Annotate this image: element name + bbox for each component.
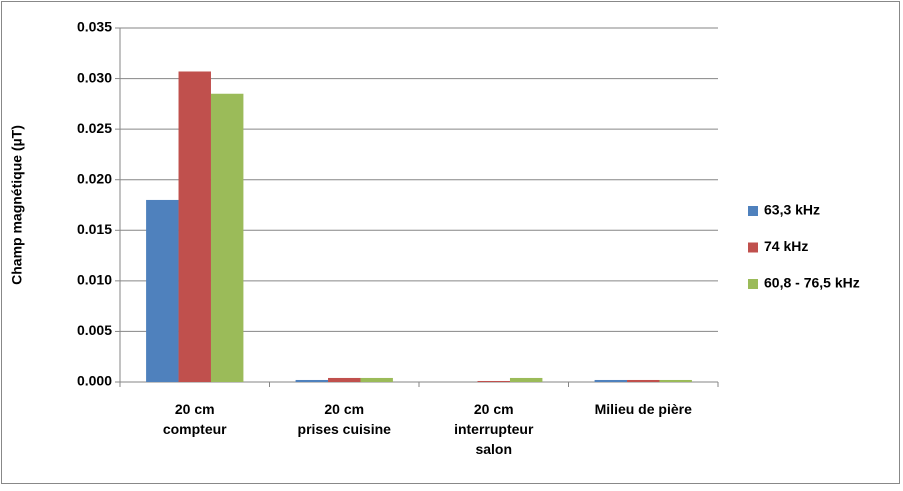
bar bbox=[659, 379, 692, 382]
y-tick-label: 0.000 bbox=[77, 373, 112, 389]
x-tick-label: 20 cm compteur bbox=[163, 401, 227, 437]
x-tick-label: 20 cm prises cuisine bbox=[298, 401, 392, 437]
bar bbox=[210, 93, 244, 382]
bar bbox=[295, 379, 329, 382]
bar bbox=[509, 377, 543, 382]
y-tick-label: 0.015 bbox=[77, 221, 112, 237]
y-axis-label: Champ magnétique (µT) bbox=[9, 125, 25, 285]
legend-swatch bbox=[748, 206, 758, 216]
legend-label: 63,3 kHz bbox=[764, 202, 820, 218]
y-tick-label: 0.030 bbox=[77, 69, 112, 85]
y-tick-label: 0.010 bbox=[77, 272, 112, 288]
bar bbox=[627, 379, 660, 382]
legend-label: 60,8 - 76,5 kHz bbox=[764, 275, 860, 291]
legend-swatch bbox=[748, 242, 758, 253]
bar bbox=[178, 71, 211, 383]
y-tick-label: 0.005 bbox=[77, 322, 112, 338]
bar bbox=[146, 199, 179, 382]
y-tick-label: 0.035 bbox=[77, 19, 112, 35]
y-tick-label: 0.020 bbox=[77, 170, 112, 186]
legend-swatch bbox=[748, 279, 758, 289]
bar bbox=[360, 377, 393, 382]
legend-label: 74 kHz bbox=[764, 238, 808, 254]
bar bbox=[328, 377, 361, 382]
x-tick-label: Milieu de pière bbox=[595, 401, 692, 417]
bar bbox=[477, 380, 510, 382]
y-tick-label: 0.025 bbox=[77, 120, 112, 136]
x-tick-label: 20 cm interrupteur salon bbox=[454, 401, 534, 457]
bar bbox=[594, 379, 628, 382]
